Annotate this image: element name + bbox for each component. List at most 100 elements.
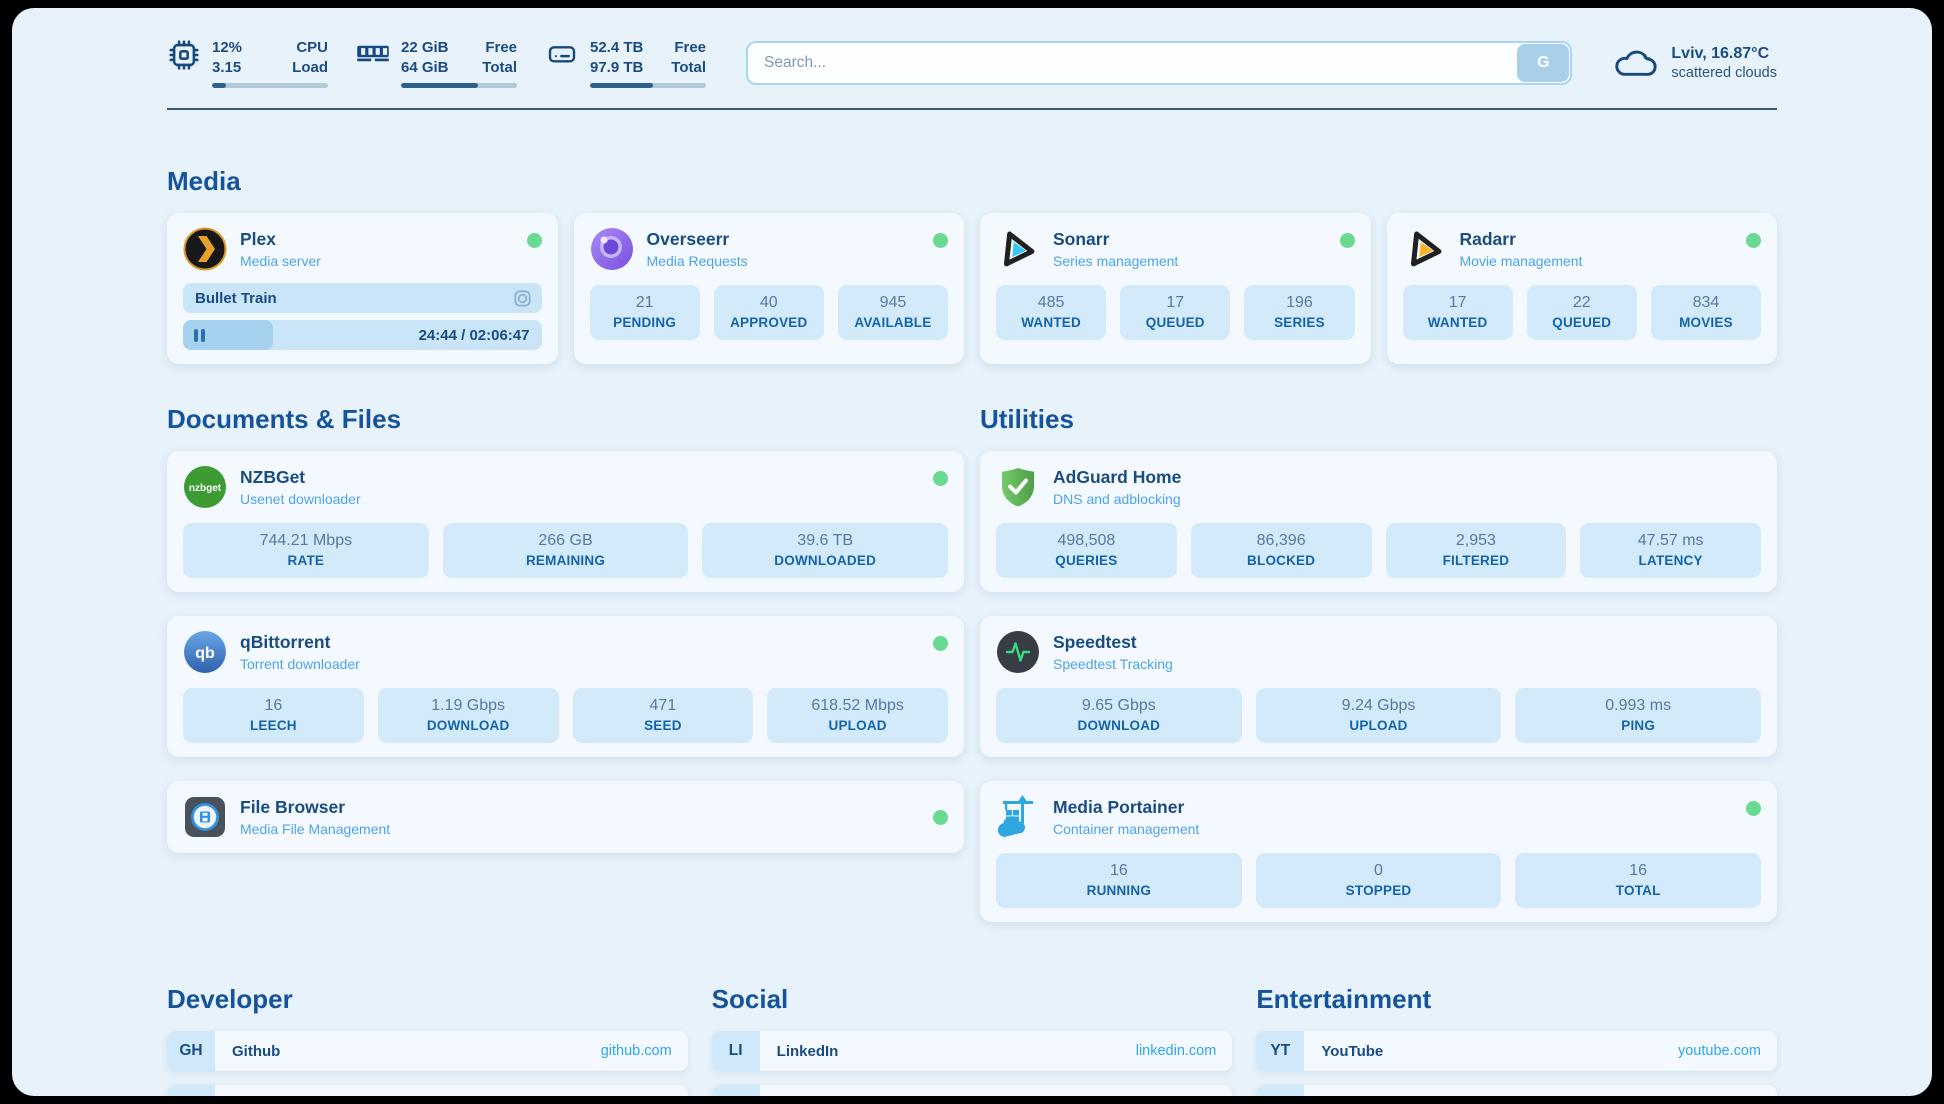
bookmark-linkedin[interactable]: LI LinkedIn linkedin.com <box>711 1031 1233 1071</box>
section-documents: Documents & Files nzbget NZBGet Usenet d… <box>167 404 964 922</box>
cloud-icon <box>1615 50 1658 76</box>
stat-box: 266 GB REMAINING <box>442 523 689 578</box>
section-utilities: Utilities AdGuard Home DNS and adb <box>980 404 1777 922</box>
search-engine-button[interactable]: G <box>1517 44 1570 82</box>
stat-value: 1.19 Gbps <box>431 697 506 714</box>
card-qbittorrent[interactable]: qb qBittorrent Torrent downloader 16 LEE… <box>167 616 964 757</box>
seek-progress <box>183 320 273 350</box>
app-title: AdGuard Home <box>1053 467 1182 488</box>
stat-box: 471 SEED <box>572 688 754 743</box>
bookmark-abbr: YT <box>1256 1031 1305 1071</box>
app-subtitle: Media Requests <box>646 252 748 269</box>
disk-total-value: 97.9 TB <box>590 58 644 76</box>
stat-value: 744.21 Mbps <box>259 532 353 549</box>
plex-icon <box>183 227 227 271</box>
stat-box: 17 WANTED <box>1402 285 1513 340</box>
bookmark-stackoverflow[interactable]: SO StackOverflow stackoverflow.com <box>167 1085 688 1096</box>
cpu-labels: CPU Load <box>292 38 328 77</box>
pause-icon <box>194 328 205 342</box>
top-bar: 12% 3.15 CPU Load <box>167 38 1777 88</box>
app-subtitle: Container management <box>1053 820 1200 837</box>
stat-label: APPROVED <box>730 315 808 330</box>
bookmark-url: youtube.com <box>1677 1043 1761 1059</box>
bookmark-netflix[interactable]: NF Netflix netflix.com <box>1256 1085 1777 1096</box>
card-filebrowser[interactable]: File Browser Media File Management <box>167 781 964 853</box>
card-plex[interactable]: Plex Media server Bullet Train <box>167 213 558 364</box>
memory-total-value: 64 GiB <box>401 58 449 76</box>
svg-text:qb: qb <box>195 645 215 662</box>
search-input[interactable] <box>746 41 1573 85</box>
cpu-label-1: CPU <box>296 39 328 56</box>
stat-value: 471 <box>649 697 677 714</box>
stat-value: 0 <box>1374 862 1383 879</box>
stat-label: QUEUED <box>1145 315 1205 330</box>
stat-value: 9.65 Gbps <box>1081 697 1156 714</box>
bookmark-youtube[interactable]: YT YouTube youtube.com <box>1256 1031 1777 1071</box>
stat-label: RATE <box>287 553 325 568</box>
stat-label: SEED <box>644 718 682 733</box>
stat-box: 9.65 Gbps DOWNLOAD <box>996 688 1242 743</box>
bookmark-url: twitter.com <box>1147 1085 1216 1096</box>
stat-value: 618.52 Mbps <box>811 697 904 714</box>
stat-box: 22 QUEUED <box>1526 285 1637 340</box>
card-adguard[interactable]: AdGuard Home DNS and adblocking 498,508 … <box>980 451 1777 592</box>
card-overseerr[interactable]: Overseerr Media Requests 21 PENDING 40 A… <box>573 213 964 364</box>
stat-label: UPLOAD <box>1349 718 1408 733</box>
qbittorrent-icon: qb <box>184 631 226 673</box>
dashboard-page: 12% 3.15 CPU Load <box>12 8 1932 1096</box>
memory-icon <box>357 45 389 62</box>
memory-free-value: 22 GiB <box>401 39 449 56</box>
status-dot <box>1339 233 1355 248</box>
card-portainer[interactable]: Media Portainer Container management 16 … <box>980 781 1777 922</box>
app-title: Sonarr <box>1053 229 1110 250</box>
app-title: Speedtest <box>1053 632 1137 653</box>
status-dot <box>933 233 948 248</box>
stat-label: QUEUED <box>1552 315 1612 330</box>
card-radarr[interactable]: Radarr Movie management 17 WANTED 22 QUE… <box>1386 213 1777 364</box>
card-speedtest[interactable]: Speedtest Speedtest Tracking 9.65 Gbps D… <box>980 616 1777 757</box>
section-title-media: Media <box>167 166 241 196</box>
memory-progress-fill <box>401 83 478 88</box>
stat-value: 16 <box>1629 862 1648 879</box>
app-subtitle: Movie management <box>1459 252 1583 269</box>
app-title: Radarr <box>1459 229 1516 250</box>
stat-value: 17 <box>1166 294 1185 311</box>
bookmark-group-social: Social LI LinkedIn linkedin.com TW Twitt… <box>711 984 1233 1096</box>
stat-box: 744.21 Mbps RATE <box>183 523 429 578</box>
bookmark-github[interactable]: GH Github github.com <box>167 1031 688 1071</box>
bookmark-url: netflix.com <box>1692 1085 1761 1096</box>
section-title-documents: Documents & Files <box>167 404 402 434</box>
card-nzbget[interactable]: nzbget NZBGet Usenet downloader 744.21 M… <box>167 451 964 592</box>
bookmark-group-entertainment: Entertainment YT YouTube youtube.com NF … <box>1256 984 1777 1096</box>
section-title-developer: Developer <box>167 984 293 1014</box>
status-dot <box>933 636 948 651</box>
now-playing-row: Bullet Train <box>183 283 542 313</box>
search-bar: G <box>746 41 1573 85</box>
status-dot <box>933 809 948 825</box>
cpu-load-value: 3.15 <box>212 58 242 76</box>
stat-label: WANTED <box>1021 315 1081 330</box>
status-dot <box>526 233 542 248</box>
disk-label-2: Total <box>671 58 706 76</box>
disk-icon <box>548 46 576 63</box>
stat-label: BLOCKED <box>1247 553 1316 568</box>
stat-value: 485 <box>1037 294 1065 311</box>
media-grid: Plex Media server Bullet Train <box>167 213 1777 364</box>
stat-value: 9.24 Gbps <box>1341 697 1416 714</box>
bookmark-abbr: LI <box>711 1031 760 1071</box>
stat-box: 0 STOPPED <box>1255 853 1502 908</box>
cpu-icon <box>169 40 199 70</box>
stat-value: 16 <box>264 697 283 714</box>
bookmark-twitter[interactable]: TW Twitter twitter.com <box>711 1085 1233 1096</box>
sonarr-icon <box>1003 231 1035 267</box>
app-title: Overseerr <box>646 229 730 250</box>
stat-value: 21 <box>635 294 654 311</box>
stat-value: 945 <box>879 294 907 311</box>
card-sonarr[interactable]: Sonarr Series management 485 WANTED 17 Q… <box>980 213 1371 364</box>
bookmark-name: LinkedIn <box>776 1042 839 1060</box>
bookmark-name: Netflix <box>1321 1085 1367 1096</box>
memory-progress-track <box>401 83 517 88</box>
media-session-icon[interactable] <box>513 289 532 308</box>
app-subtitle: Speedtest Tracking <box>1053 655 1173 672</box>
stat-box: 17 QUEUED <box>1120 285 1231 340</box>
